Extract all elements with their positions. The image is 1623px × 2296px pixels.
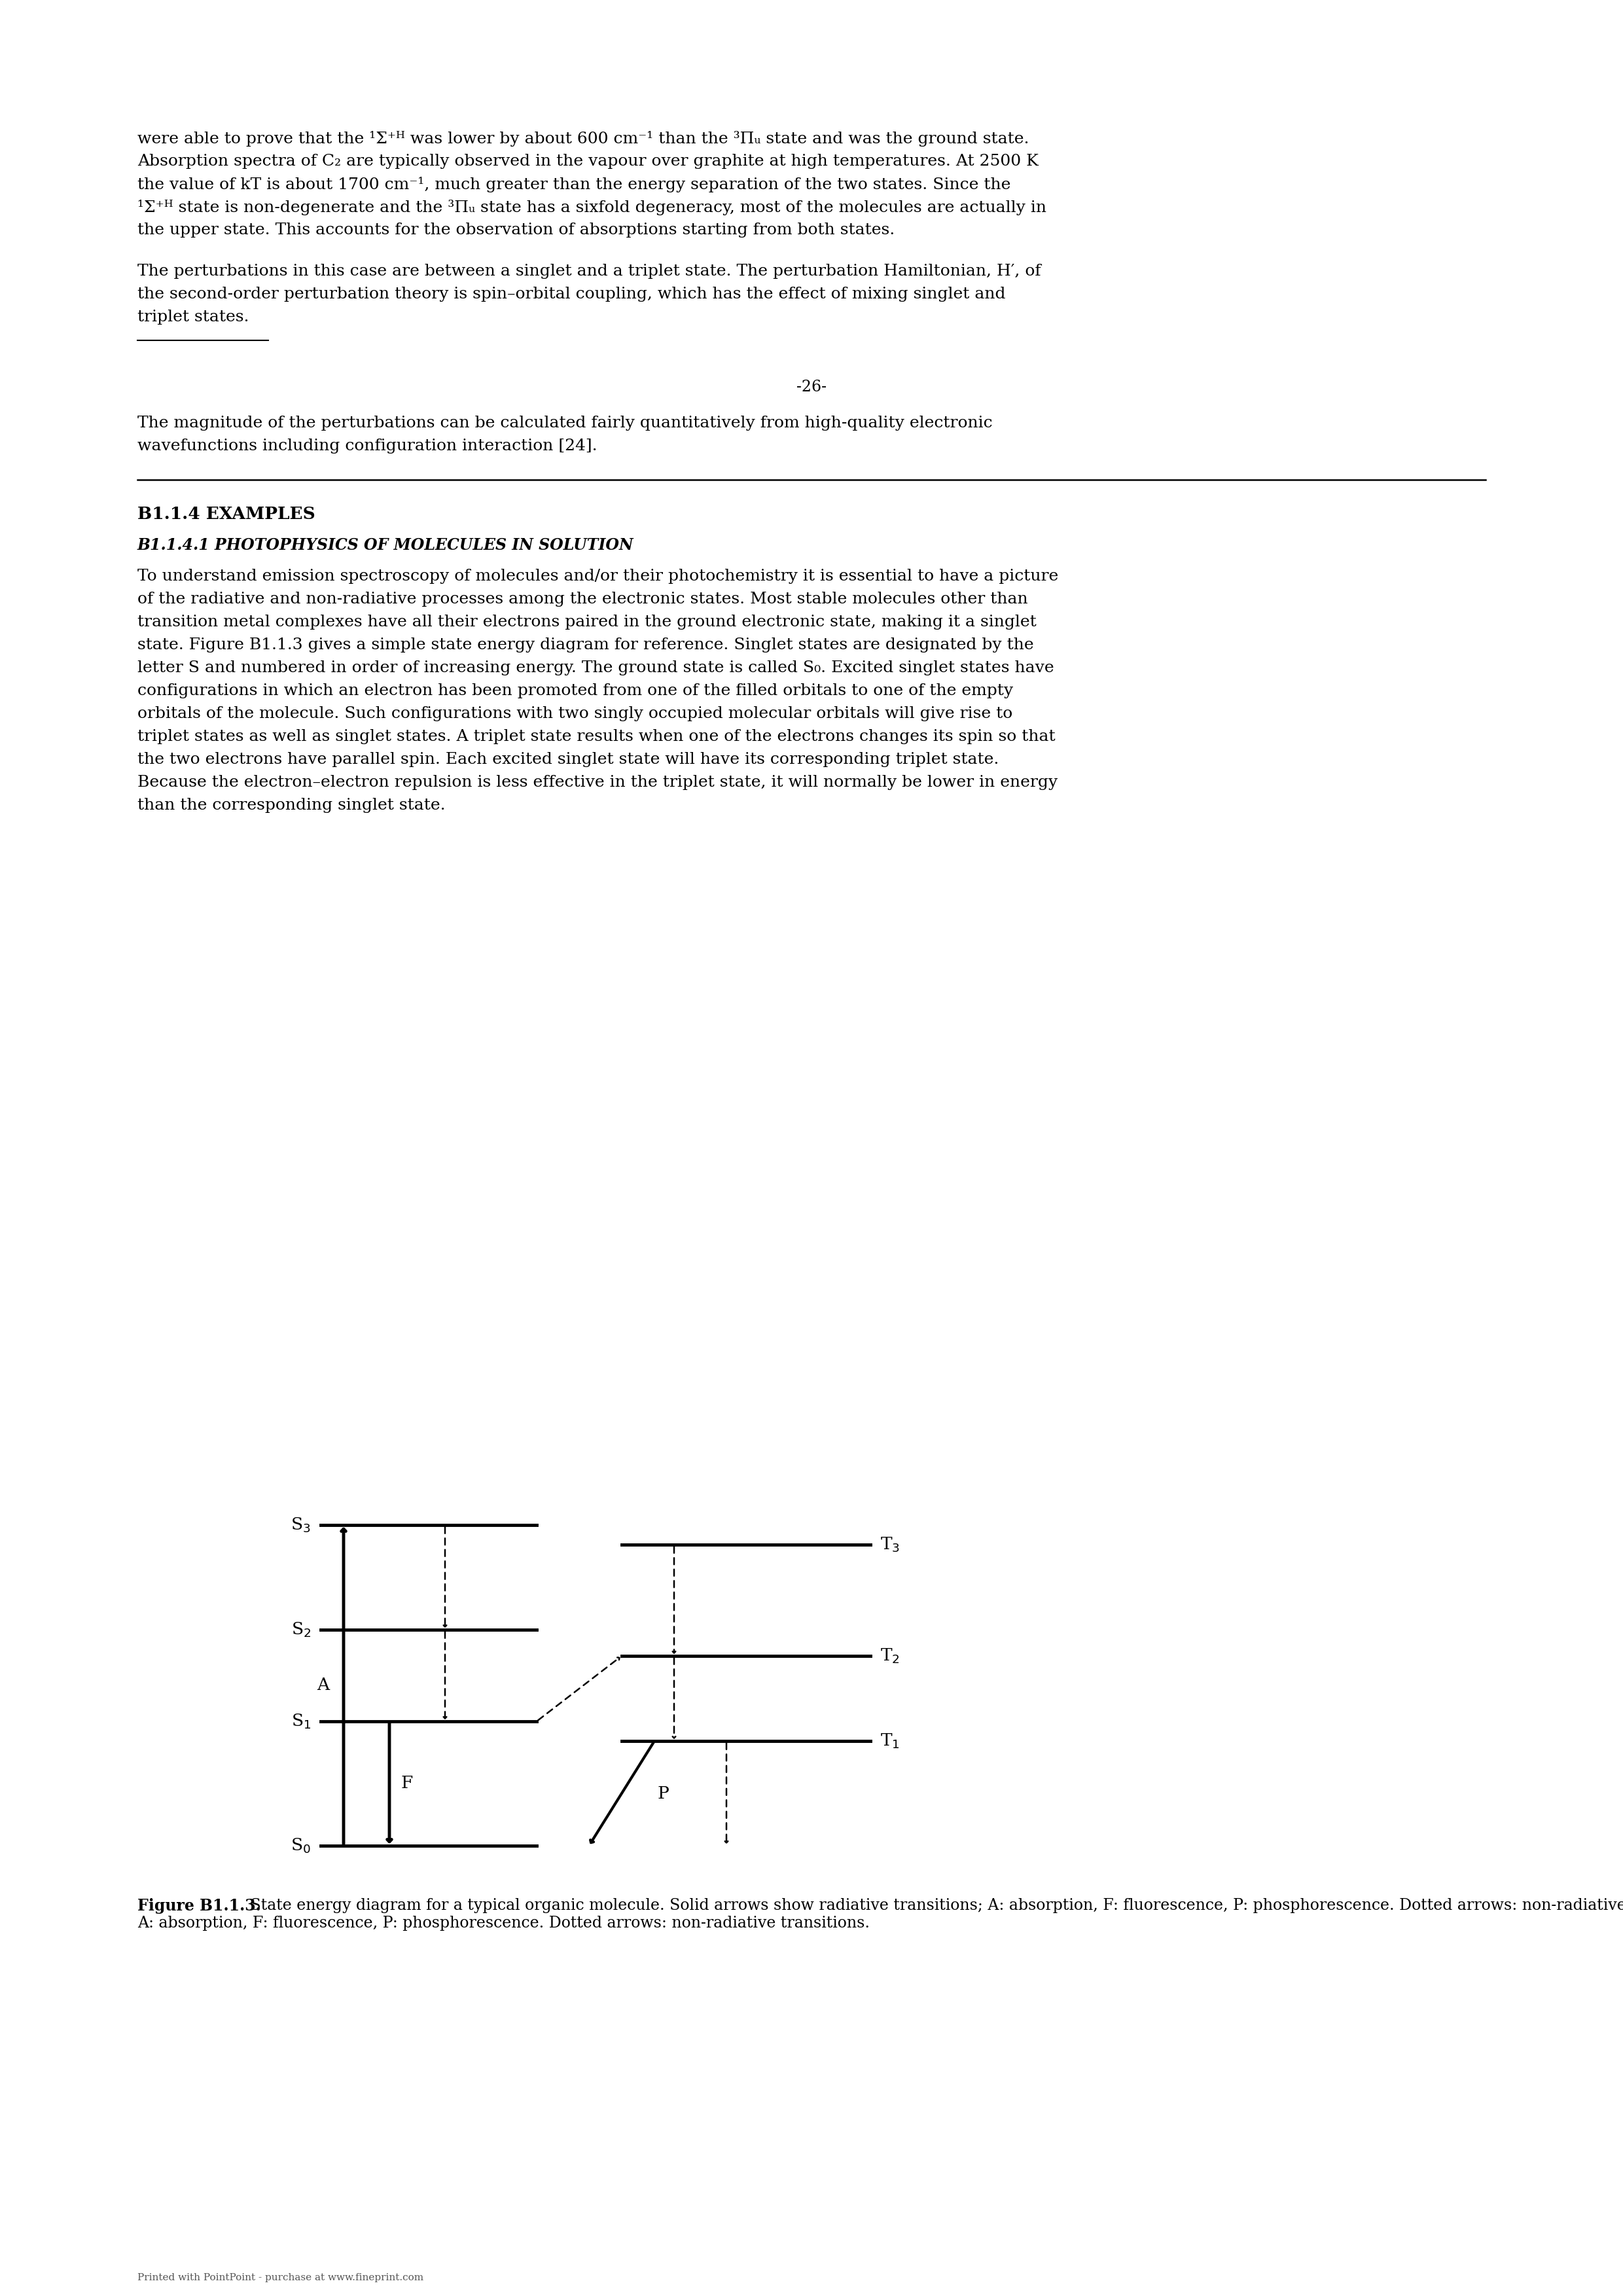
Text: A: A <box>316 1676 329 1694</box>
Text: T$_1$: T$_1$ <box>880 1731 899 1750</box>
Text: Printed with PointPoint - purchase at www.fineprint.com: Printed with PointPoint - purchase at ww… <box>138 2273 424 2282</box>
Text: T$_2$: T$_2$ <box>880 1646 899 1665</box>
Text: B1.1.4.1 PHOTOPHYSICS OF MOLECULES IN SOLUTION: B1.1.4.1 PHOTOPHYSICS OF MOLECULES IN SO… <box>138 537 635 553</box>
Text: the second-order perturbation theory is spin–orbital coupling, which has the eff: the second-order perturbation theory is … <box>138 287 1006 301</box>
Text: were able to prove that the ¹Σ⁺ᴴ was lower by about 600 cm⁻¹ than the ³Πᵤ state : were able to prove that the ¹Σ⁺ᴴ was low… <box>138 131 1029 147</box>
Text: A: absorption, F: fluorescence, P: phosphorescence. Dotted arrows: non-radiative: A: absorption, F: fluorescence, P: phosp… <box>138 1915 870 1931</box>
Text: the upper state. This accounts for the observation of absorptions starting from : the upper state. This accounts for the o… <box>138 223 894 236</box>
Text: S$_3$: S$_3$ <box>291 1515 312 1534</box>
Text: T$_3$: T$_3$ <box>880 1536 899 1554</box>
Text: wavefunctions including configuration interaction [24].: wavefunctions including configuration in… <box>138 439 597 455</box>
Text: configurations in which an electron has been promoted from one of the filled orb: configurations in which an electron has … <box>138 684 1013 698</box>
Text: of the radiative and non-radiative processes among the electronic states. Most s: of the radiative and non-radiative proce… <box>138 592 1027 606</box>
Text: Absorption spectra of C₂ are typically observed in the vapour over graphite at h: Absorption spectra of C₂ are typically o… <box>138 154 1039 170</box>
Text: S$_2$: S$_2$ <box>291 1621 312 1639</box>
Text: S$_0$: S$_0$ <box>291 1837 312 1855</box>
Text: Figure B1.1.3.: Figure B1.1.3. <box>138 1899 261 1915</box>
Text: triplet states as well as singlet states. A triplet state results when one of th: triplet states as well as singlet states… <box>138 730 1055 744</box>
Text: P: P <box>657 1786 669 1802</box>
Text: state. Figure B1.1.3 gives a simple state energy diagram for reference. Singlet : state. Figure B1.1.3 gives a simple stat… <box>138 638 1034 652</box>
Text: The perturbations in this case are between a singlet and a triplet state. The pe: The perturbations in this case are betwe… <box>138 264 1040 278</box>
Text: the value of kT is about 1700 cm⁻¹, much greater than the energy separation of t: the value of kT is about 1700 cm⁻¹, much… <box>138 177 1011 193</box>
Text: B1.1.4 EXAMPLES: B1.1.4 EXAMPLES <box>138 505 315 521</box>
Text: ¹Σ⁺ᴴ state is non-degenerate and the ³Πᵤ state has a sixfold degeneracy, most of: ¹Σ⁺ᴴ state is non-degenerate and the ³Πᵤ… <box>138 200 1047 216</box>
Text: transition metal complexes have all their electrons paired in the ground electro: transition metal complexes have all thei… <box>138 615 1037 629</box>
Text: orbitals of the molecule. Such configurations with two singly occupied molecular: orbitals of the molecule. Such configura… <box>138 707 1013 721</box>
Text: than the corresponding singlet state.: than the corresponding singlet state. <box>138 797 445 813</box>
Text: triplet states.: triplet states. <box>138 310 248 324</box>
Text: S$_1$: S$_1$ <box>291 1713 312 1731</box>
Text: the two electrons have parallel spin. Each excited singlet state will have its c: the two electrons have parallel spin. Ea… <box>138 753 998 767</box>
Text: Because the electron–electron repulsion is less effective in the triplet state, : Because the electron–electron repulsion … <box>138 776 1058 790</box>
Text: To understand emission spectroscopy of molecules and/or their photochemistry it : To understand emission spectroscopy of m… <box>138 569 1058 583</box>
Text: The magnitude of the perturbations can be calculated fairly quantitatively from : The magnitude of the perturbations can b… <box>138 416 993 432</box>
Text: letter S and numbered in order of increasing energy. The ground state is called : letter S and numbered in order of increa… <box>138 661 1053 675</box>
Text: -26-: -26- <box>797 379 826 395</box>
Text: State energy diagram for a typical organic molecule. Solid arrows show radiative: State energy diagram for a typical organ… <box>245 1899 1623 1913</box>
Text: F: F <box>401 1775 414 1791</box>
